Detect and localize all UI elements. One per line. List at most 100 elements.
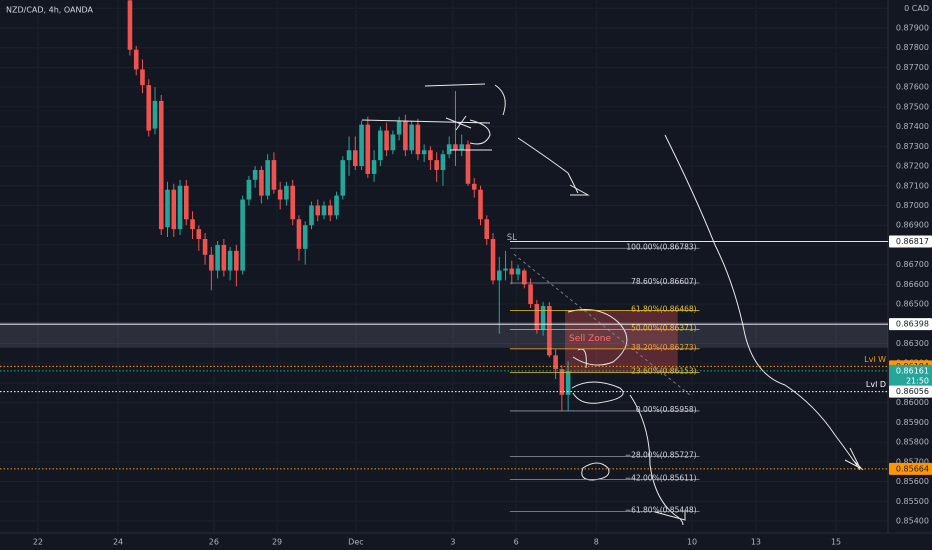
y-tick-label: 0.85400 [896,516,929,525]
candle-body [277,189,283,200]
candle-body [146,85,152,131]
candle-body [202,238,208,255]
candle-body [378,130,383,161]
candle-body [302,225,308,249]
price-tag-label: 0.86161 [896,366,929,375]
candle-body [522,270,527,285]
fib-label: −28.00%(0.85727) [625,450,697,459]
candle-body [290,185,296,220]
y-tick-label: 0.86900 [896,221,929,230]
y-tick-label: 0.86500 [896,300,929,309]
candle-body [227,250,233,271]
sketch-path [629,394,686,526]
candle-body [540,306,546,330]
candle-body [390,134,396,151]
y-tick-label: 0.87000 [896,201,929,210]
annotation: SL [507,233,517,243]
y-tick-label: 0.87600 [896,83,929,92]
y-tick-label: 0.85800 [896,438,929,447]
candle-body [246,179,252,200]
y-tick-label: 0.85500 [896,497,929,506]
candle-body [484,219,490,239]
level-tag: Lvl W [864,355,886,364]
y-tick-label: 0.86300 [896,339,929,348]
y-tick-label: 0.87900 [896,24,929,33]
candles [127,0,571,411]
candle-body [252,169,258,180]
symbol-header: NZD/CAD, 4h, OANDA [6,6,94,15]
candle-body [152,100,158,129]
y-tick-label: 0.86700 [896,260,929,269]
candle-body [177,185,183,230]
candle-body [434,160,439,170]
candle-body [327,205,333,216]
candle-body [428,150,433,161]
x-tick-label: 24 [113,538,123,547]
y-tick-label: 0.87700 [896,63,929,72]
candle-body [384,130,389,151]
price-tag-label: 0.85664 [896,464,929,473]
candle-body [171,189,177,230]
price-tag-label: 0.86056 [896,387,929,396]
trend-line [513,253,691,396]
candle-body [490,238,496,281]
y-tick-label: 0.86000 [896,398,929,407]
price-band [0,321,888,348]
x-tick-label: 13 [751,538,761,547]
fib-label: −42.00%(0.85611) [625,473,697,482]
candle-body [209,254,214,271]
x-tick-label: 8 [594,538,599,547]
candle-body [234,250,239,271]
y-tick-label: 0.86600 [896,280,929,289]
candle-body [440,154,446,170]
candle-body [127,0,133,50]
x-tick-label: 22 [33,538,43,547]
y-tick-label: 0.87100 [896,181,929,190]
fibonacci: 100.00%(0.86783) 78.60%(0.86607) 61.80%(0.… [507,233,700,515]
y-tick-label: 0.87500 [896,102,929,111]
countdown: 21:50 [906,376,929,385]
candle-body [284,185,289,200]
candle-body [396,120,402,135]
fib-label: 61.80%(0.86468) [631,304,697,313]
candle-body [421,150,427,155]
candle-body [321,205,327,216]
candle-body [453,144,458,151]
candle-body [240,199,245,271]
candle-body [183,185,189,220]
candle-body [340,160,346,196]
candle-body [465,144,471,184]
candle-body [165,189,170,228]
candle-body [353,150,358,167]
candle-body [196,229,202,239]
candle-body [515,268,521,275]
candle-body [371,160,377,174]
candle-body [446,144,452,155]
candle-body [471,183,477,190]
price-tag [889,364,932,387]
fib-label: −61.80%(0.85448) [625,506,697,515]
candle-body [259,169,264,196]
candle-body [190,219,195,230]
x-tick-label: 10 [687,538,697,547]
zones: Sell Zone [0,310,888,373]
candle-body [221,244,227,271]
y-tick-label: 0.85700 [896,457,929,466]
candle-body [215,244,220,271]
y-tick-label: 0.87300 [896,142,929,151]
candle-body [403,120,408,151]
sketch [424,83,486,87]
candle-body [158,100,164,230]
candle-body [528,284,533,305]
candle-body [547,306,552,356]
candle-body [565,371,571,395]
y-tick-label: 0.87200 [896,162,929,171]
candle-body [315,205,321,216]
y-tick-label: 0.87800 [896,43,929,52]
candle-body [553,355,558,370]
candle-body [334,195,339,216]
price-tag [889,235,932,248]
